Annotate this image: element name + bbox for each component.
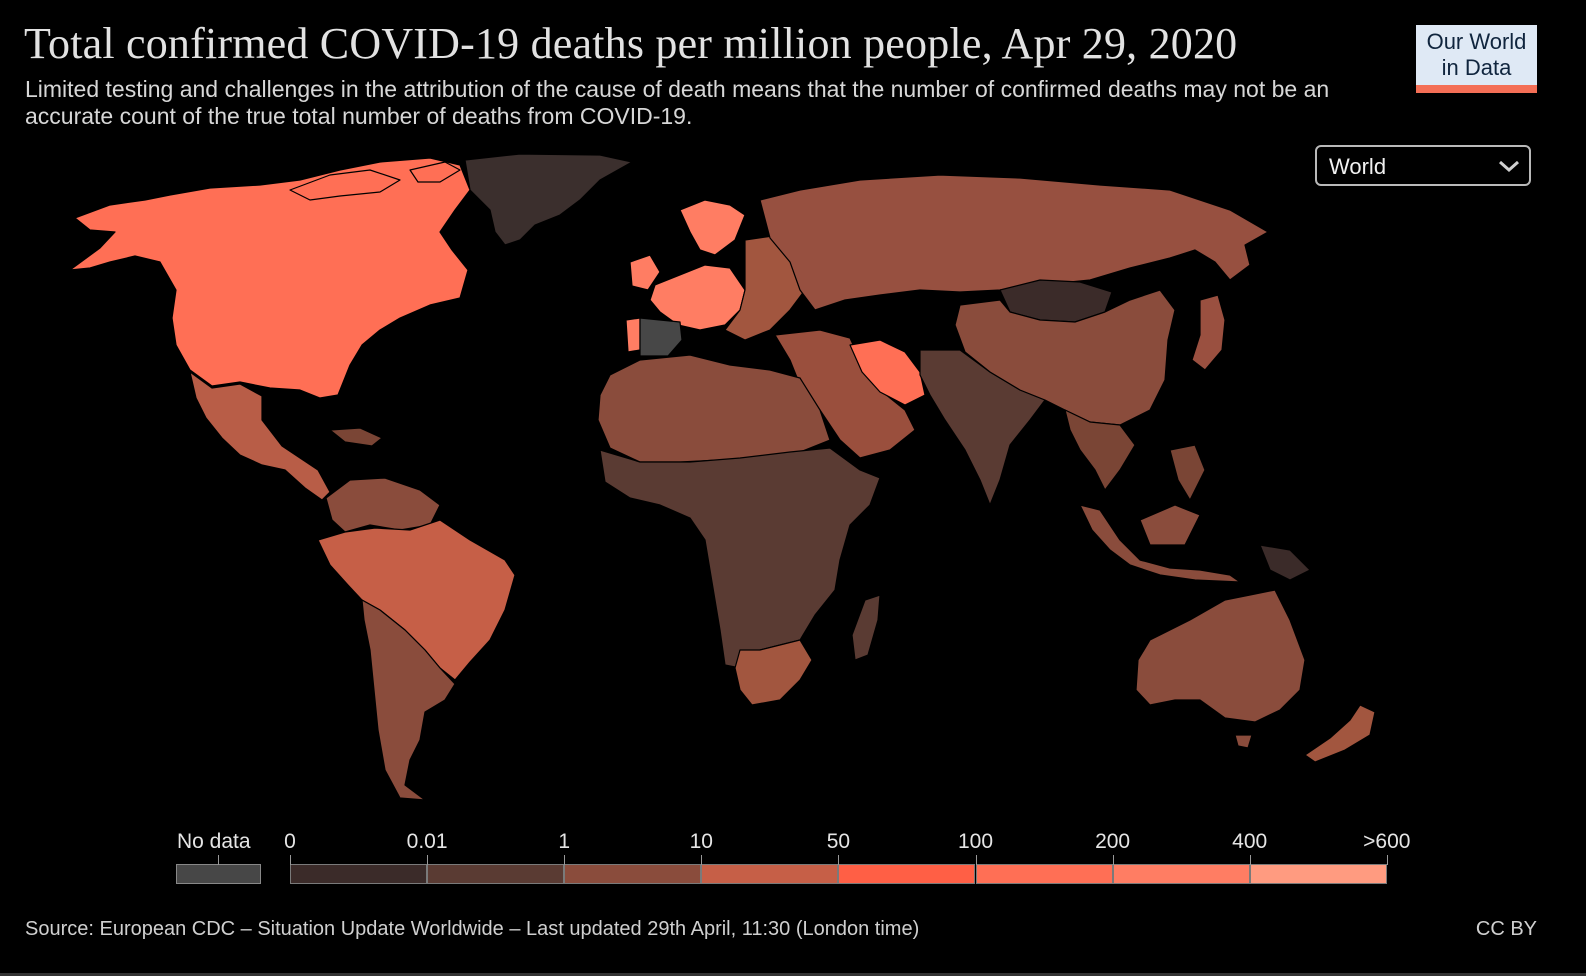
region-selector[interactable]: World [1315,145,1531,186]
legend-label-0: 0 [284,830,296,853]
region-australia[interactable] [1135,589,1306,723]
region-selector-value: World [1329,154,1387,179]
chevron-down-icon [1499,160,1519,173]
region-new-zealand[interactable] [1304,704,1376,763]
region-png[interactable] [1259,544,1311,581]
legend-label-6: 200 [1095,830,1131,853]
region-arctic-islands[interactable] [289,161,461,201]
region-tasmania[interactable] [1234,734,1253,749]
legend-swatch-6 [1112,864,1250,884]
legend-tick-3 [701,855,703,865]
logo-text: Our World in Data [1416,29,1537,81]
legend-tick-6 [1112,855,1114,865]
logo-line-1: Our World [1426,29,1527,54]
region-portugal[interactable] [625,317,641,353]
legend-label-5: 100 [957,830,994,853]
legend-swatch-2 [564,864,702,884]
region-spain[interactable] [639,317,683,357]
legend-swatch-5 [975,864,1113,884]
legend-tick-7 [1249,855,1251,865]
region-caribbean[interactable] [329,427,383,447]
chart-subtitle: Limited testing and challenges in the at… [25,76,1330,129]
legend-tick-last [1386,855,1388,865]
legend-swatch-3 [701,864,839,884]
region-europe-west[interactable] [629,199,746,331]
bottom-border [0,973,1586,976]
legend-tick-1 [427,855,429,865]
region-central-america[interactable] [189,371,331,501]
legend-label-1: 0.01 [406,830,448,853]
license-link[interactable]: CC BY [1475,918,1537,940]
region-southeast-asia[interactable] [1064,409,1206,501]
region-japan[interactable] [1191,294,1226,371]
chart-title: Total confirmed COVID-19 deaths per mill… [24,19,1238,68]
region-africa-central[interactable] [599,447,881,669]
legend-label-7: 400 [1232,830,1268,853]
legend-label-3: 10 [689,830,713,853]
region-china[interactable] [954,289,1176,426]
region-south-america-south[interactable] [361,599,456,801]
region-greenland[interactable] [464,153,633,246]
legend-label-2: 1 [558,830,571,853]
legend-no-data-tick [218,855,219,865]
legend-swatch-7 [1249,864,1387,884]
logo-line-2: in Data [1441,55,1512,80]
color-legend: No data 0 0.01 1 10 50 100 200 400 >600 [0,820,1586,890]
legend-swatch-1 [427,864,565,884]
source-note: Source: European CDC – Situation Update … [25,918,920,940]
region-russia[interactable] [759,174,1269,311]
region-indonesia[interactable] [1079,504,1241,583]
owid-logo[interactable]: Our World in Data [1416,25,1537,93]
logo-accent-bar [1416,85,1537,93]
world-map [69,153,1376,801]
legend-swatch-0 [290,864,428,884]
legend-tick-0 [290,855,291,865]
legend-label-last: >600 [1363,830,1411,853]
region-africa-south[interactable] [734,639,813,706]
legend-tick-2 [564,855,566,865]
legend-tick-5 [975,855,977,865]
region-south-america-north[interactable] [325,477,441,533]
region-iran[interactable] [849,339,926,406]
legend-no-data-label: No data [177,830,251,853]
legend-tick-4 [838,855,840,865]
legend-label-4: 50 [826,830,851,853]
legend-no-data-swatch [176,864,261,884]
legend-swatch-4 [838,864,976,884]
region-north-america[interactable] [69,157,471,399]
region-madagascar[interactable] [851,594,881,661]
